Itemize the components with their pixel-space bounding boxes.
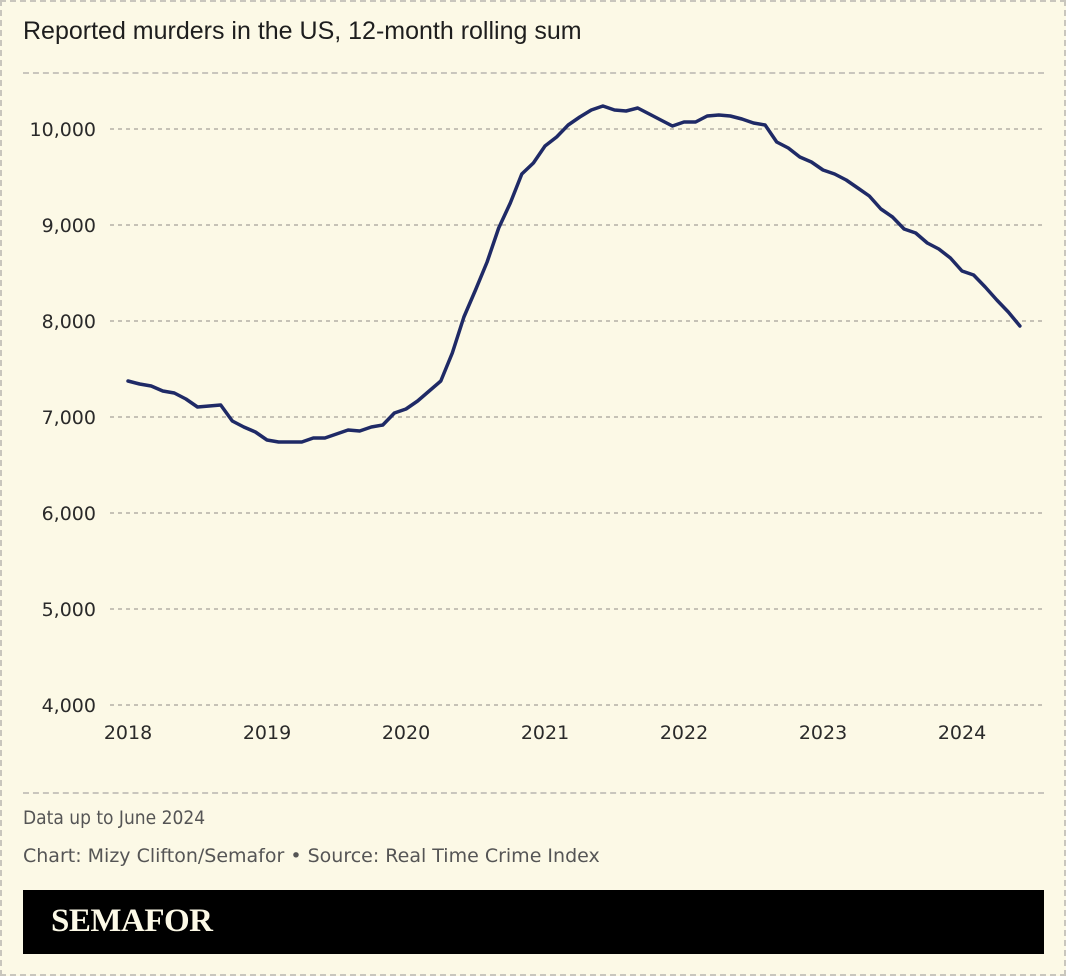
x-tick-label: 2021 [521, 722, 569, 744]
x-tick-label: 2022 [660, 722, 708, 744]
gridlines [110, 128, 1044, 706]
chart-title: Reported murders in the US, 12-month rol… [23, 17, 582, 45]
y-tick-label: 8,000 [42, 311, 96, 333]
x-tick-label: 2020 [382, 722, 430, 744]
data-note: Data up to June 2024 [23, 807, 206, 829]
y-tick-label: 5,000 [42, 599, 96, 621]
series-line [126, 104, 1022, 444]
semafor-logo: SEMAFOR [51, 903, 213, 939]
source-credit: Chart: Mizy Clifton/Semafor • Source: Re… [23, 845, 600, 867]
series-group [126, 104, 1022, 444]
x-tick-label: 2024 [938, 722, 986, 744]
y-tick-label: 9,000 [42, 215, 96, 237]
x-tick-label: 2019 [243, 722, 291, 744]
y-tick-label: 6,000 [42, 503, 96, 525]
top-divider [23, 72, 1044, 74]
x-axis-ticks: 2018 2019 2020 2021 2022 2023 2024 [104, 722, 986, 744]
x-tick-label: 2018 [104, 722, 152, 744]
brand-bar: SEMAFOR [23, 890, 1044, 954]
line-chart: 4,000 5,000 6,000 7,000 8,000 9,000 10,000 201… [30, 104, 1044, 744]
bottom-divider [23, 792, 1044, 794]
x-tick-label: 2023 [799, 722, 847, 744]
y-tick-label: 4,000 [42, 695, 96, 717]
y-tick-label: 10,000 [30, 119, 96, 141]
y-axis-ticks: 4,000 5,000 6,000 7,000 8,000 9,000 10,000 [30, 119, 96, 717]
y-tick-label: 7,000 [42, 407, 96, 429]
